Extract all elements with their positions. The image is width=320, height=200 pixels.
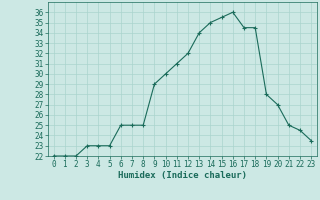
X-axis label: Humidex (Indice chaleur): Humidex (Indice chaleur) [118,171,247,180]
